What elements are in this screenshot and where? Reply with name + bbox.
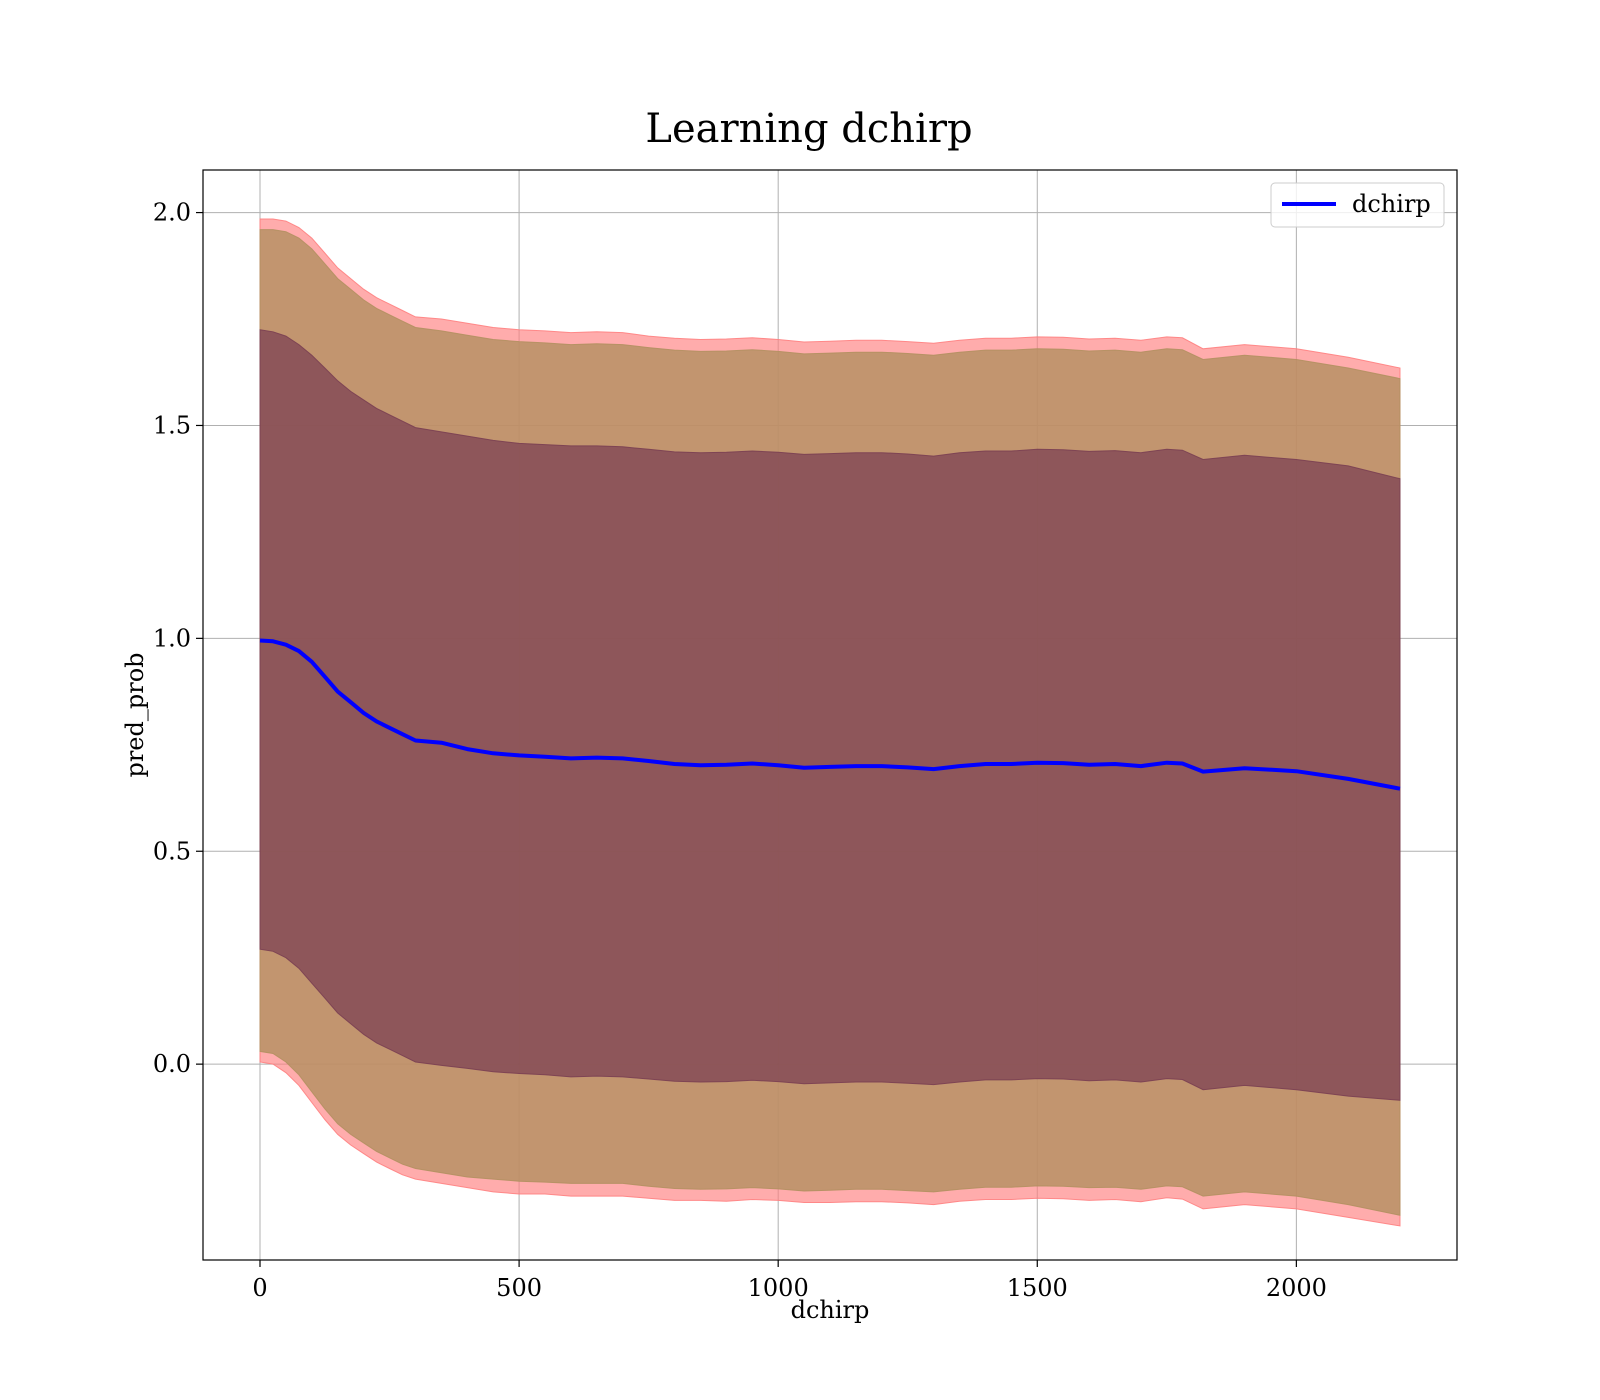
legend-box [1270,182,1445,228]
y-tick-label-3: 1.5 [153,411,191,439]
x-tick-label-0: 0 [252,1274,267,1302]
y-tick-label-1: 0.5 [153,837,191,865]
y-tick-label-2: 1.0 [153,624,191,652]
confidence-bands [259,218,1401,1227]
x-tick-label-4: 2000 [1266,1274,1327,1302]
series-lines [259,638,1401,791]
y-axis-label: pred_prob [121,652,149,777]
series-line-dchirp [259,638,1401,791]
x-axis-label: dchirp [791,1296,870,1324]
legend: dchirp [1270,182,1445,228]
x-tick-label-2: 1000 [748,1274,809,1302]
legend-label-dchirp: dchirp [1352,190,1431,218]
chart-title: Learning dchirp [645,106,972,152]
plot-frame [202,169,1458,1261]
band-inner [259,329,1401,1101]
y-tick-label-0: 0.0 [153,1050,191,1078]
axis-ticks: 0 500 1000 1500 2000 0.0 0.5 1.0 1.5 2.0 [153,199,1327,1302]
x-tick-label-1: 500 [496,1274,542,1302]
x-tick-label-3: 1500 [1007,1274,1068,1302]
y-tick-label-4: 2.0 [153,199,191,227]
